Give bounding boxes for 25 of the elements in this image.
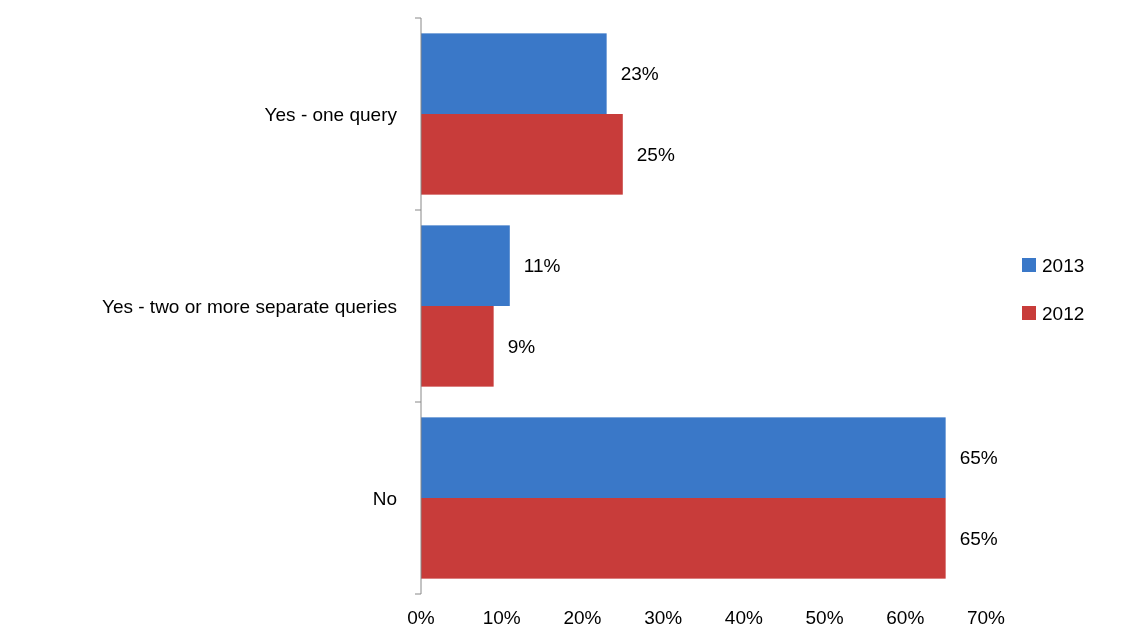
y-tick-label: Yes - one query <box>264 103 398 125</box>
bar <box>421 306 494 387</box>
data-label: 11% <box>523 255 561 277</box>
x-tick-label: 20% <box>563 607 602 628</box>
y-tick-label: No <box>372 487 397 509</box>
data-label: 65% <box>959 447 998 469</box>
data-label: 23% <box>620 63 659 85</box>
x-tick-label: 0% <box>407 607 435 628</box>
y-tick-label: Yes - two or more separate queries <box>101 295 397 317</box>
bar <box>421 225 510 306</box>
bar <box>421 114 623 195</box>
data-label: 65% <box>959 527 998 549</box>
bar <box>421 33 607 114</box>
x-tick-label: 10% <box>482 607 521 628</box>
x-tick-label: 70% <box>966 607 1006 628</box>
bar <box>421 498 946 579</box>
legend-label: 2013 <box>1042 254 1085 276</box>
bar <box>421 417 946 498</box>
legend-label: 2012 <box>1042 302 1085 324</box>
data-label: 25% <box>636 143 675 165</box>
x-tick-label: 40% <box>724 607 763 628</box>
x-tick-label: 30% <box>644 607 683 628</box>
x-tick-label: 60% <box>886 607 925 628</box>
x-tick-label: 50% <box>805 607 844 628</box>
data-label: 9% <box>507 335 536 357</box>
